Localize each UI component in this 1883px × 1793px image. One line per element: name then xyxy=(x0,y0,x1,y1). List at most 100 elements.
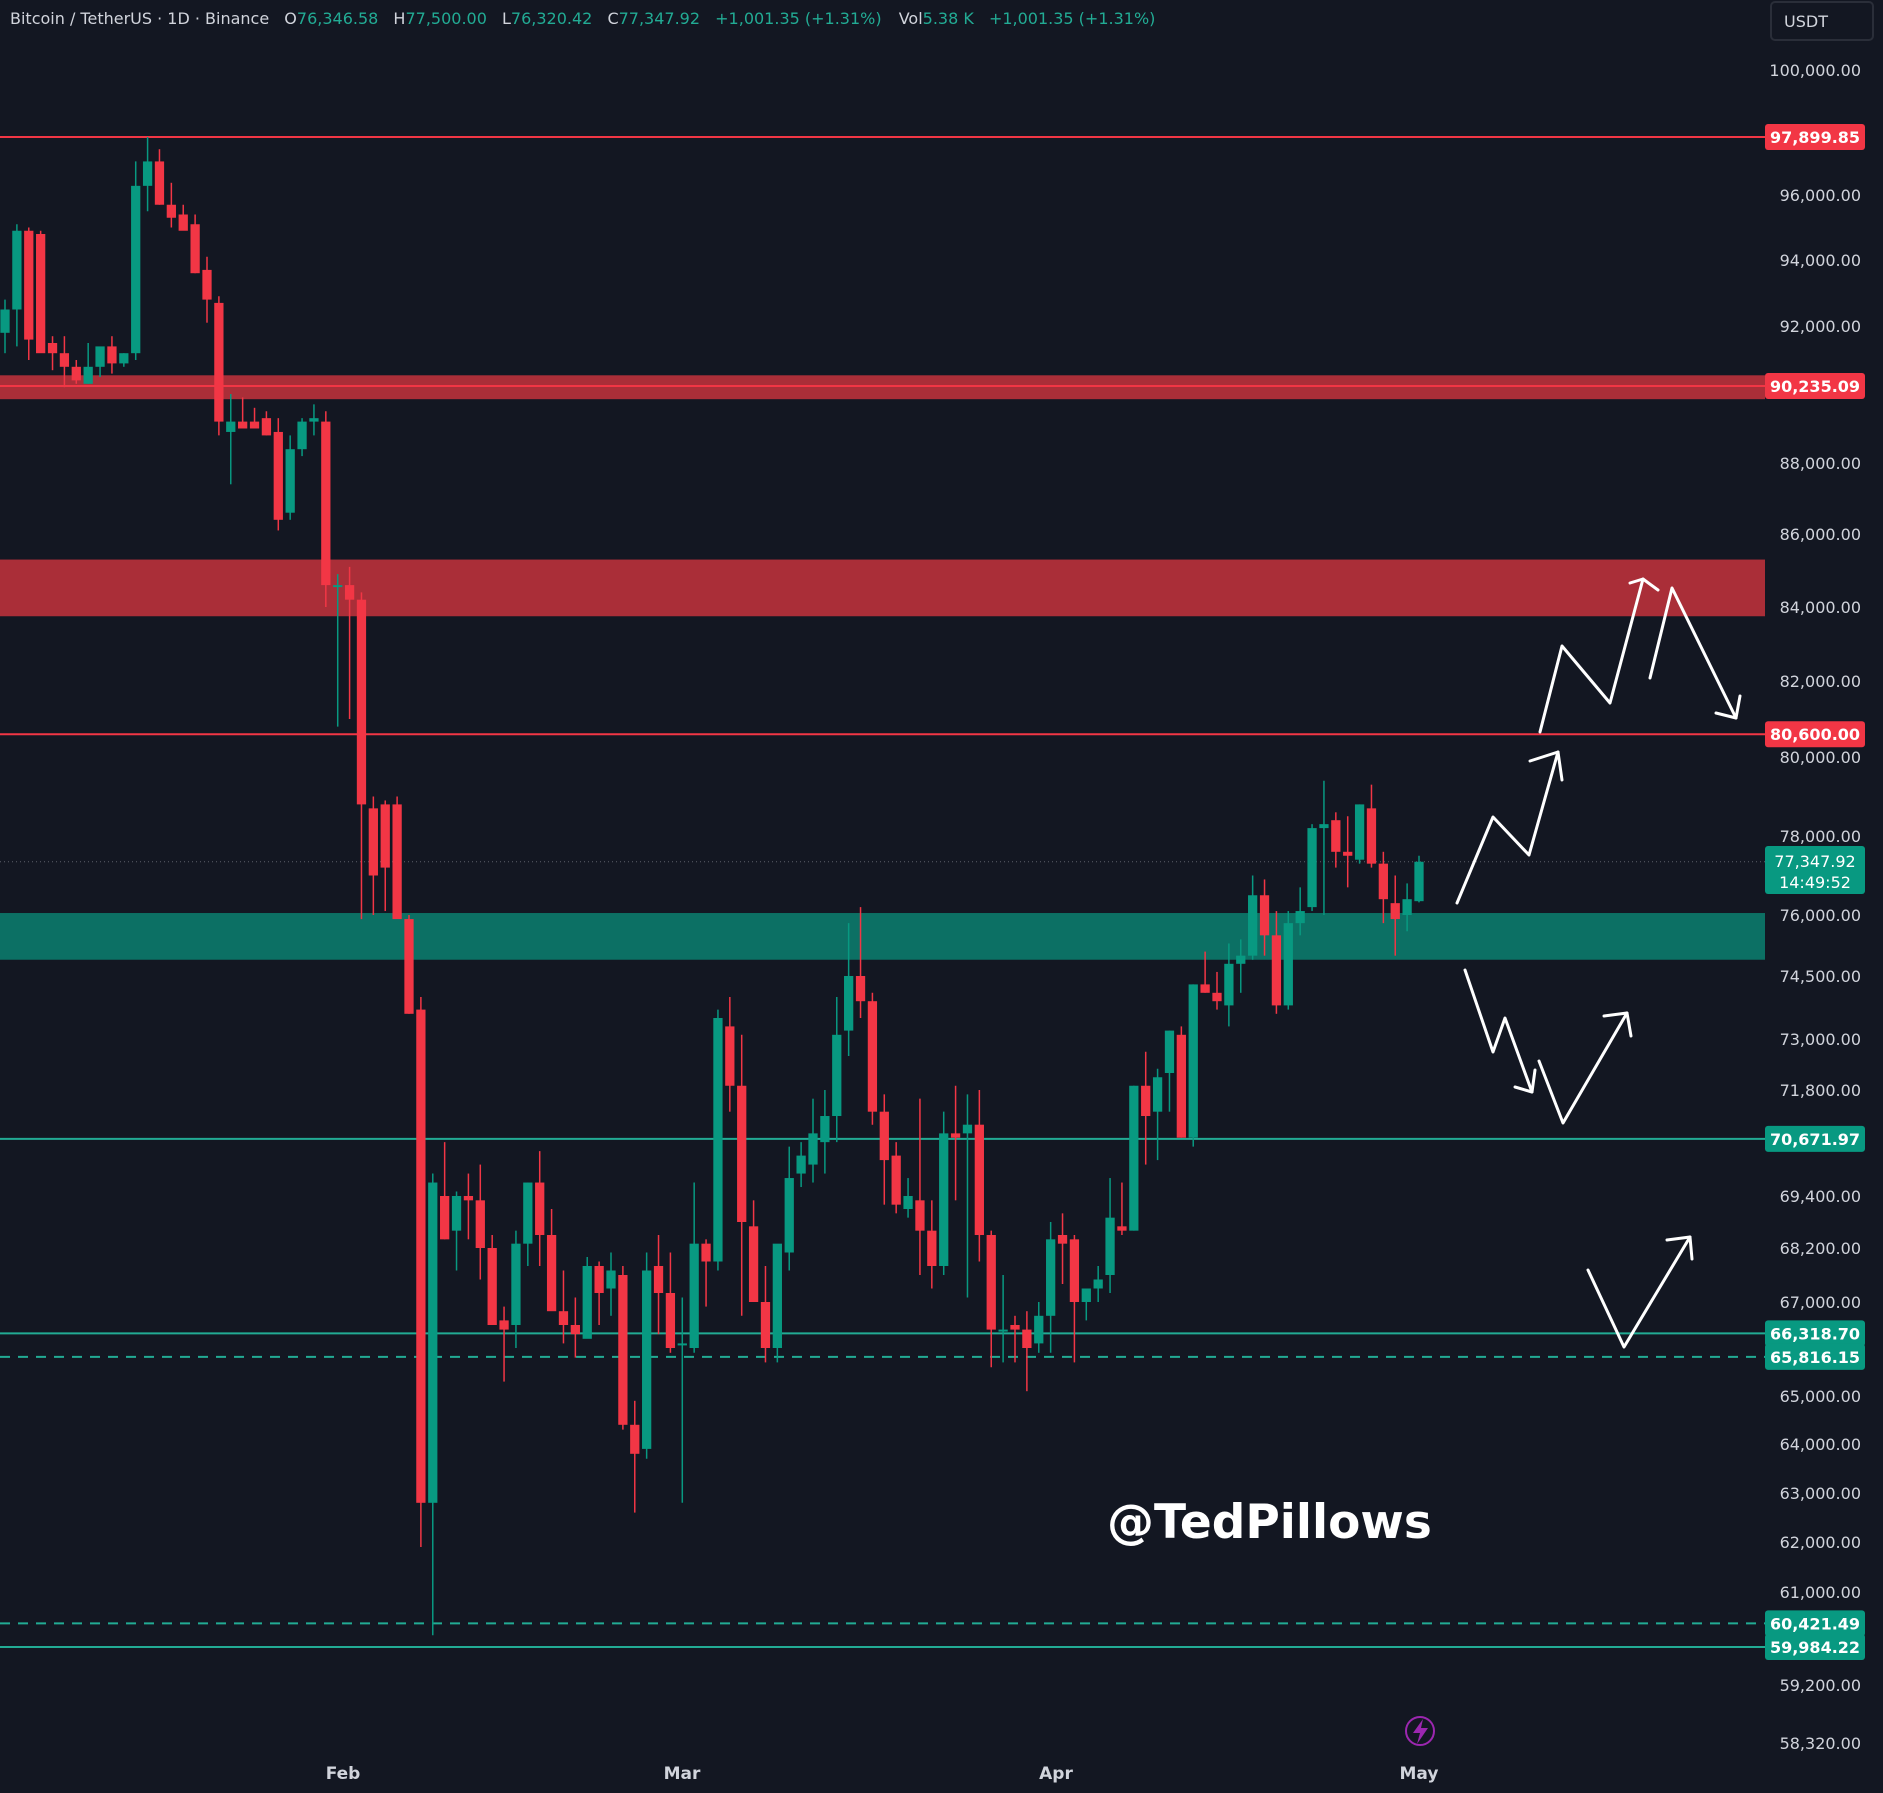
candle-body xyxy=(879,1111,889,1161)
price-axis[interactable]: 100,000.00 96,000.00 94,000.00 92,000.00 88,… xyxy=(1769,61,1861,1753)
candle-body xyxy=(1366,808,1377,864)
price-tick-label: 92,000.00 xyxy=(1780,317,1861,336)
price-tags: 97,899.85 90,235.09 80,600.00 70,671.97 66,3… xyxy=(1765,124,1865,1660)
candle-body xyxy=(36,234,46,354)
candle-body xyxy=(333,585,343,588)
candle-body xyxy=(1152,1077,1163,1112)
candle-body xyxy=(618,1275,628,1425)
level-tag-label-6: 60,421.49 xyxy=(1770,1614,1860,1633)
rejection-path-arrow xyxy=(1648,586,1738,720)
currency-button[interactable]: USDT xyxy=(1770,1,1874,41)
level-tag-label-7: 59,984.22 xyxy=(1770,1638,1860,1657)
candle-body xyxy=(1069,1239,1080,1302)
candle-body xyxy=(558,1311,569,1325)
candle-body xyxy=(1010,1325,1020,1330)
date-tick-label: Mar xyxy=(664,1764,701,1784)
candle-body xyxy=(404,919,414,1014)
candle-body xyxy=(1034,1315,1044,1344)
candle-body xyxy=(653,1266,664,1293)
candle-body xyxy=(689,1243,699,1348)
candle-body xyxy=(1307,828,1317,908)
level-tag-3 xyxy=(1765,1125,1865,1152)
volume-value: 5.38 K xyxy=(923,9,975,28)
candle-body xyxy=(808,1133,818,1165)
candle-body xyxy=(368,808,378,876)
projection-arrows xyxy=(1455,577,1742,1349)
candle-body xyxy=(642,1270,652,1449)
level-tag-label-1: 90,235.09 xyxy=(1770,377,1860,396)
candle-body xyxy=(380,804,390,868)
candle-body xyxy=(1200,984,1210,993)
candle-body xyxy=(273,431,283,520)
price-tick-label: 100,000.00 xyxy=(1769,61,1861,80)
candle-body xyxy=(998,1329,1008,1332)
candle-body xyxy=(582,1266,592,1339)
lightning-icon[interactable] xyxy=(1405,1716,1435,1746)
deep-support-arrow-head xyxy=(1665,1235,1694,1261)
level-tag-1 xyxy=(1765,373,1865,400)
low-label: L xyxy=(502,9,511,28)
candle-body xyxy=(677,1343,687,1346)
price-change: +1,001.35 (+1.31%) xyxy=(715,9,881,28)
candle-body xyxy=(1176,1034,1186,1138)
price-tick-label: 78,000.00 xyxy=(1780,827,1861,846)
price-tick-label: 65,000.00 xyxy=(1780,1387,1861,1406)
candle-body xyxy=(309,418,319,422)
price-tick-label: 67,000.00 xyxy=(1780,1293,1861,1312)
candle-body xyxy=(701,1243,711,1262)
deep-support-arrow xyxy=(1586,1235,1692,1349)
candle-body xyxy=(891,1155,901,1205)
high-label: H xyxy=(393,9,405,28)
breakout-path-arrow-head xyxy=(1628,577,1660,592)
candle-body xyxy=(867,1001,878,1112)
candle-body xyxy=(451,1196,462,1231)
candle-body xyxy=(594,1266,604,1293)
candle-body xyxy=(1117,1226,1127,1231)
pullback-path-arrow xyxy=(1463,968,1534,1094)
candle-body xyxy=(463,1196,474,1201)
candle-body xyxy=(713,1018,723,1262)
date-tick-label: Apr xyxy=(1039,1764,1073,1784)
symbol-title[interactable]: Bitcoin / TetherUS · 1D · Binance xyxy=(10,9,269,28)
candle-body xyxy=(1093,1279,1103,1289)
candle-body xyxy=(428,1182,438,1503)
level-tag-0 xyxy=(1765,124,1865,151)
price-tick-label: 88,000.00 xyxy=(1780,454,1861,473)
price-tick-label: 63,000.00 xyxy=(1780,1484,1861,1503)
candle-body xyxy=(1414,861,1424,902)
candle-body xyxy=(1354,804,1365,860)
breakout-path-arrow xyxy=(1538,577,1645,734)
candle-body xyxy=(261,418,272,436)
candle-body xyxy=(1319,824,1329,829)
pullback-path-arrow-head xyxy=(1513,1068,1537,1094)
price-tick-label: 59,200.00 xyxy=(1780,1676,1861,1695)
price-tick-label: 62,000.00 xyxy=(1780,1533,1861,1552)
candle-body xyxy=(1212,992,1222,1002)
level-tag-2 xyxy=(1765,721,1865,748)
level-tag-5 xyxy=(1765,1343,1865,1370)
current-price-countdown: 14:49:52 xyxy=(1779,873,1851,892)
candle-body xyxy=(297,421,307,450)
bull-path-arrow xyxy=(1455,750,1560,905)
candle-body xyxy=(523,1182,533,1244)
candle-body xyxy=(344,585,355,600)
candle-body xyxy=(665,1293,676,1348)
zones-layer xyxy=(0,375,1765,960)
candle-body xyxy=(927,1230,937,1266)
volume-label: Vol xyxy=(899,9,923,28)
price-tick-label: 61,000.00 xyxy=(1780,1583,1861,1602)
candle-body xyxy=(962,1124,973,1134)
candle-body xyxy=(59,353,70,367)
time-axis[interactable]: Feb Mar Apr May xyxy=(326,1764,1439,1784)
price-tick-label: 84,000.00 xyxy=(1780,598,1861,617)
recovery-path-arrow-head xyxy=(1602,1011,1633,1038)
price-tick-label: 76,000.00 xyxy=(1780,906,1861,925)
candle-body xyxy=(71,366,81,381)
candle-body xyxy=(119,353,129,364)
candle-body xyxy=(950,1133,961,1138)
candle-body xyxy=(1248,895,1258,956)
candle-body xyxy=(1271,935,1282,1006)
price-tick-label: 86,000.00 xyxy=(1780,525,1861,544)
